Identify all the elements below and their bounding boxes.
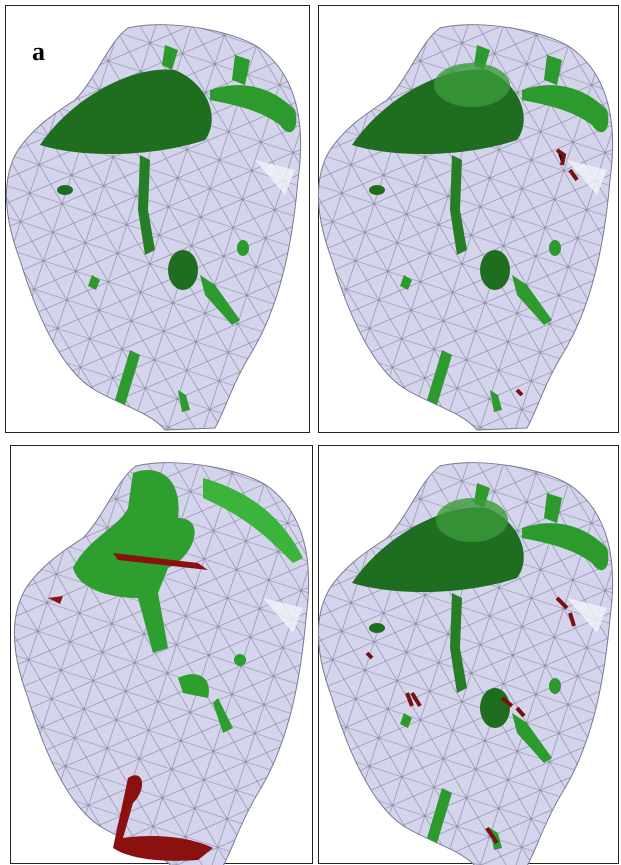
figure: a xyxy=(0,0,621,865)
panel-label: a xyxy=(32,37,45,66)
figure-canvas: a xyxy=(0,0,621,865)
